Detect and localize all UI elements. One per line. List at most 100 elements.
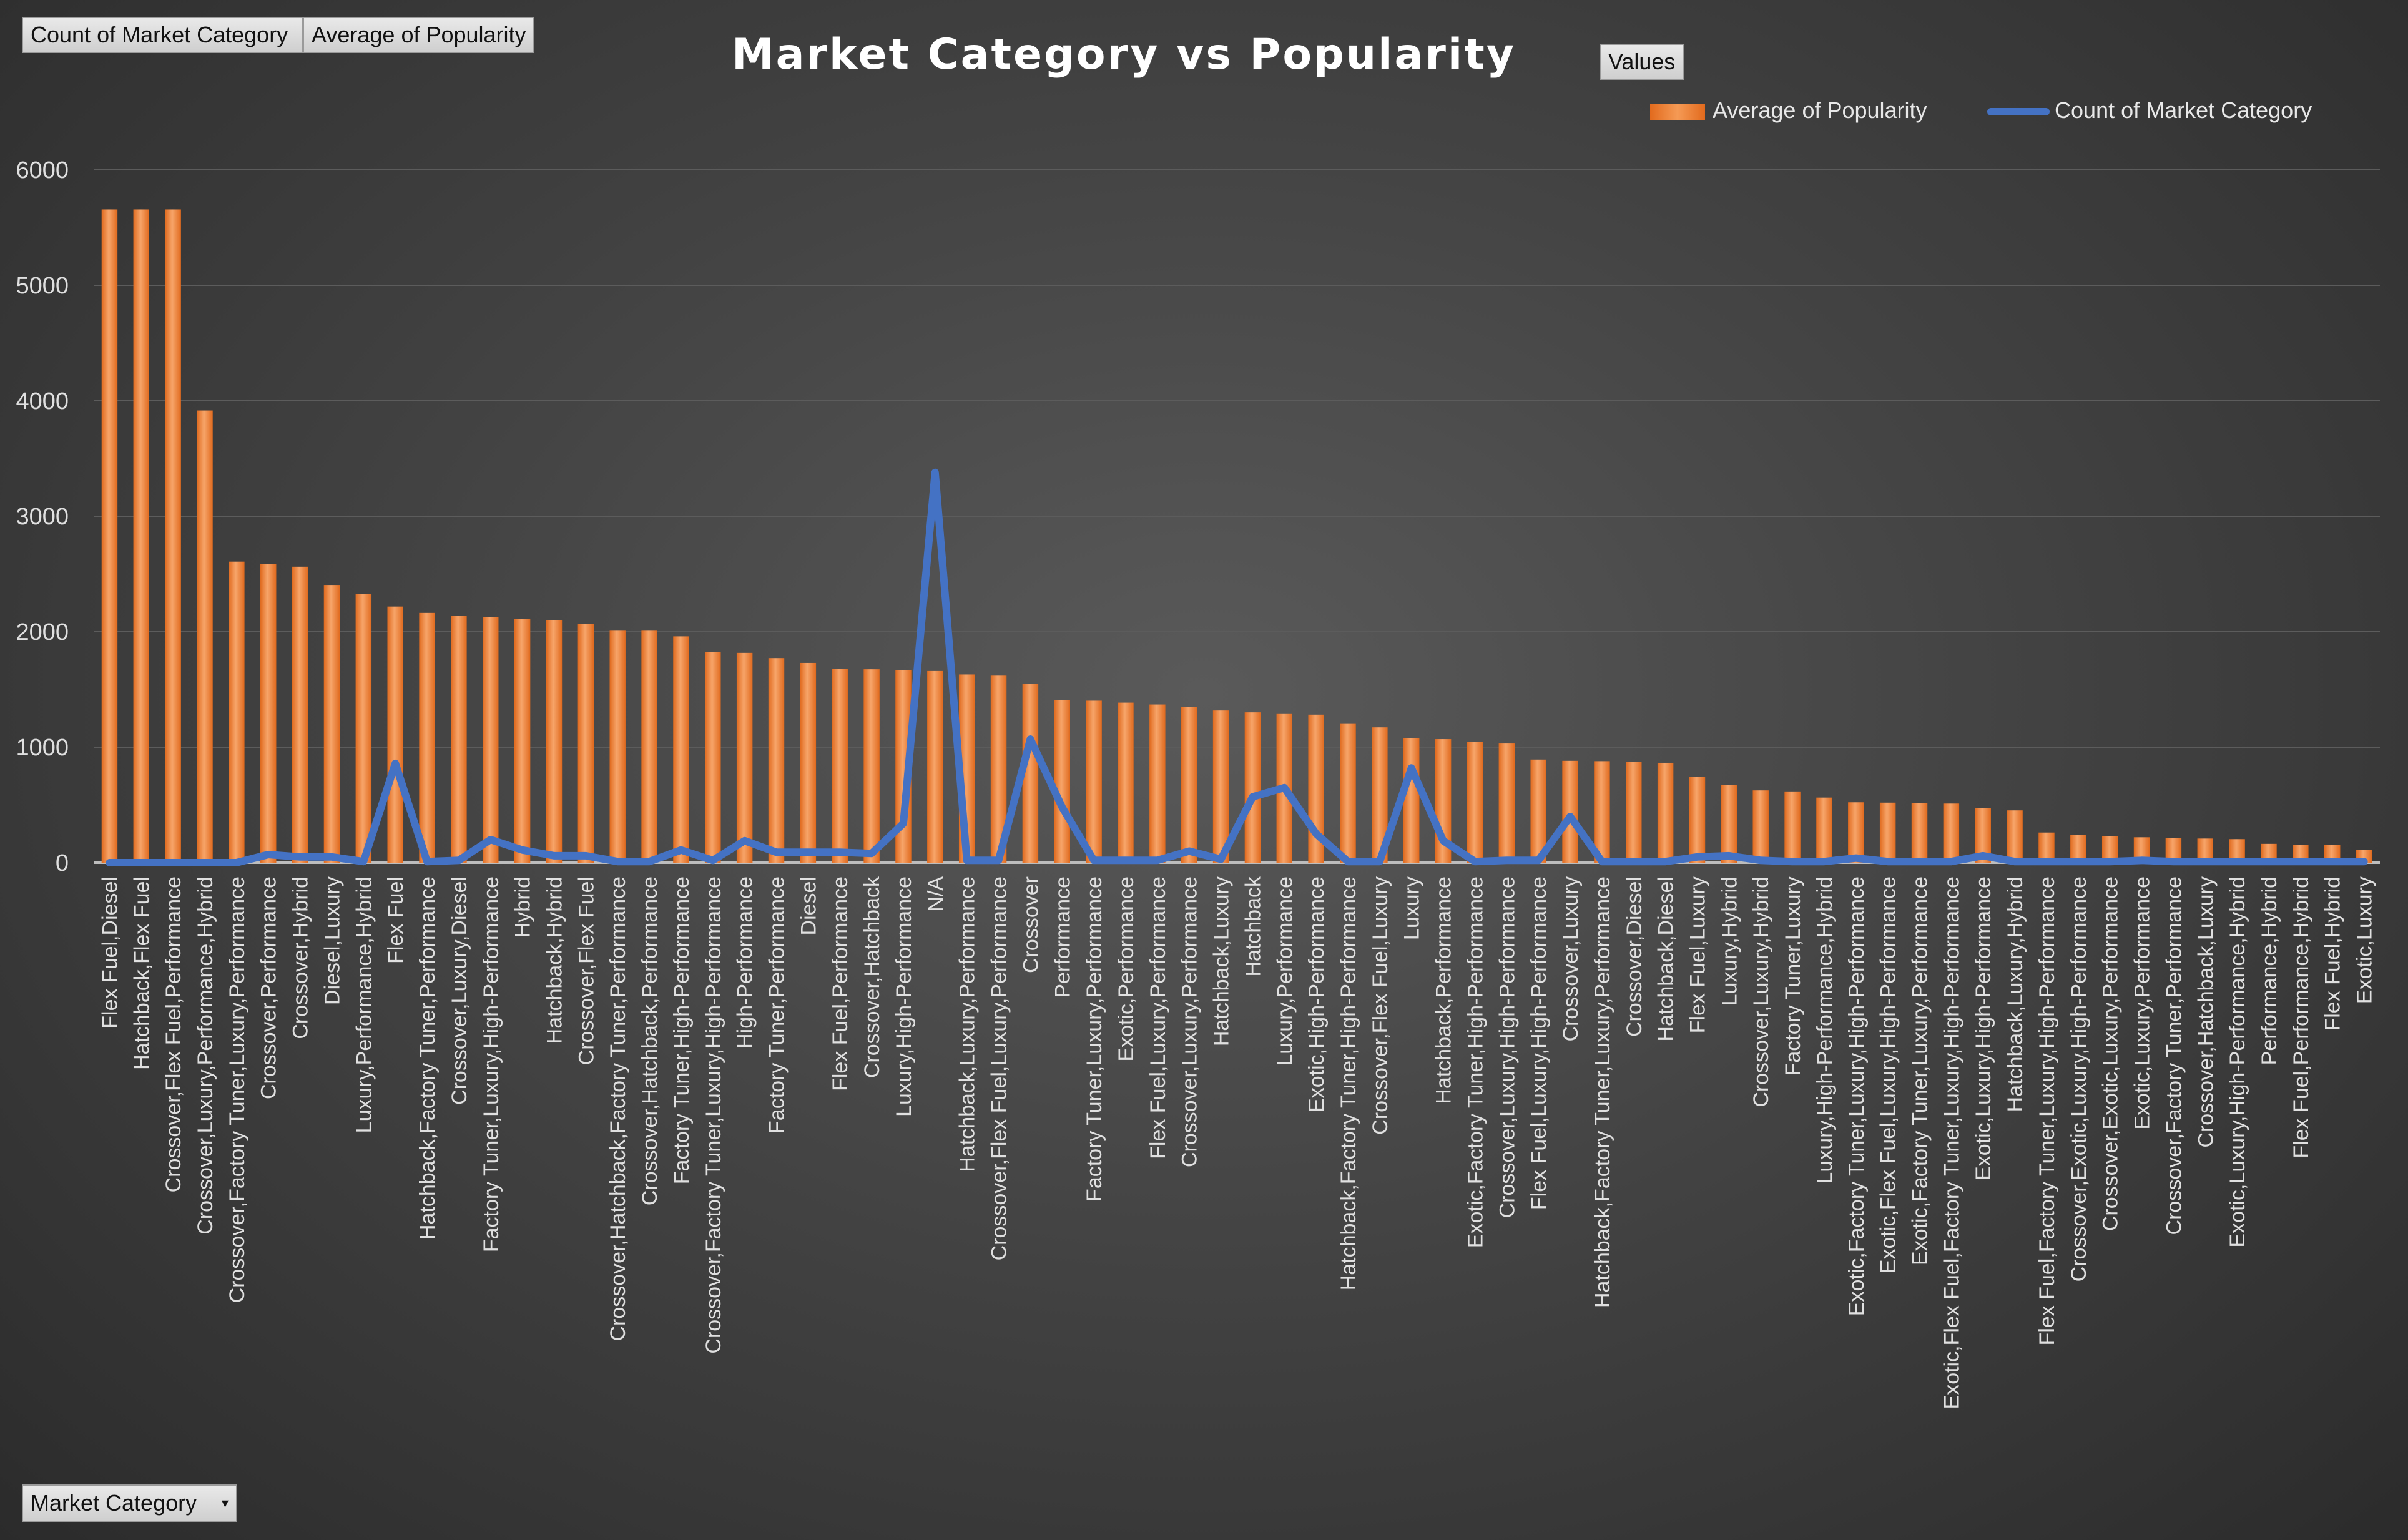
bar[interactable] — [451, 616, 467, 863]
bar[interactable] — [1054, 700, 1070, 863]
bar[interactable] — [1467, 742, 1483, 863]
x-tick-label: Flex Fuel,Hybrid — [2321, 876, 2345, 1031]
average-field-button[interactable]: Average of Popularity — [303, 17, 534, 53]
bar[interactable] — [546, 620, 563, 863]
bar[interactable] — [2007, 810, 2023, 863]
x-tick-label: Crossover,Hatchback,Factory Tuner,Perfor… — [606, 876, 630, 1341]
bar[interactable] — [260, 564, 277, 863]
x-tick-label: Crossover,Luxury — [1559, 876, 1583, 1042]
bar[interactable] — [1848, 802, 1864, 863]
x-tick-label: Factory Tuner,Luxury — [1781, 876, 1805, 1076]
line-point — [838, 850, 842, 855]
bar[interactable] — [1212, 710, 1229, 863]
line-point — [456, 858, 461, 863]
market-category-field-button[interactable]: Market Category ▾ — [22, 1484, 237, 1522]
line-point — [2013, 860, 2017, 864]
bar[interactable] — [768, 658, 785, 863]
bar[interactable] — [1086, 700, 1102, 863]
bar[interactable] — [1657, 762, 1674, 863]
bar[interactable] — [1498, 743, 1515, 863]
bar[interactable] — [1752, 790, 1769, 863]
line-point — [1346, 860, 1350, 864]
bar[interactable] — [609, 630, 626, 863]
y-tick-label: 2000 — [16, 619, 69, 645]
x-tick-label: Hatchback,Flex Fuel — [130, 876, 154, 1070]
bar[interactable] — [1594, 761, 1610, 863]
bar[interactable] — [1879, 802, 1896, 863]
legend-item-count[interactable]: Count of Market Category — [1987, 95, 2312, 126]
x-tick-label: Hatchback,Luxury — [1210, 876, 1234, 1046]
bar[interactable] — [292, 566, 308, 863]
bar[interactable] — [1721, 785, 1737, 863]
legend-item-average[interactable]: Average of Popularity — [1650, 95, 1927, 126]
line-point — [1822, 860, 1826, 864]
x-tick-label: Crossover,Factory Tuner,Performance — [2162, 876, 2186, 1235]
bar[interactable] — [832, 669, 848, 863]
bar[interactable] — [1244, 712, 1261, 863]
bar[interactable] — [387, 606, 403, 863]
bar[interactable] — [2038, 832, 2055, 863]
bar[interactable] — [927, 670, 943, 863]
line-point — [520, 848, 524, 852]
count-field-button[interactable]: Count of Market Category — [22, 17, 303, 53]
bar[interactable] — [101, 209, 118, 863]
bar[interactable] — [133, 209, 150, 863]
line-point — [2298, 860, 2302, 864]
chevron-down-icon[interactable]: ▾ — [221, 1495, 229, 1511]
bar[interactable] — [514, 619, 531, 863]
line-point — [1282, 785, 1287, 790]
bar[interactable] — [1911, 803, 1928, 863]
line-point — [1727, 853, 1731, 858]
bar[interactable] — [863, 669, 880, 863]
line-point — [2140, 858, 2144, 863]
bar[interactable] — [229, 561, 245, 863]
bar[interactable] — [577, 624, 594, 863]
bar[interactable] — [1403, 738, 1420, 863]
x-tick-label: Exotic,Luxury,Performance — [2131, 876, 2155, 1130]
bar[interactable] — [483, 617, 499, 863]
bar[interactable] — [1118, 702, 1134, 863]
bar[interactable] — [419, 612, 435, 863]
bar[interactable] — [641, 630, 657, 863]
bar[interactable] — [1530, 759, 1546, 863]
bar[interactable] — [323, 585, 340, 863]
line-point — [1759, 858, 1763, 863]
values-field-button[interactable]: Values — [1600, 44, 1684, 80]
bar[interactable] — [1689, 777, 1706, 863]
bar[interactable] — [1816, 797, 1832, 863]
bar[interactable] — [800, 662, 817, 863]
bar[interactable] — [1149, 704, 1166, 863]
bar[interactable] — [1784, 791, 1801, 863]
bar[interactable] — [1562, 760, 1578, 863]
bar[interactable] — [1181, 707, 1197, 863]
line-point — [1981, 853, 1985, 858]
x-tick-label: Crossover,Flex Fuel,Luxury,Performance — [988, 876, 1011, 1260]
bar[interactable] — [705, 652, 721, 863]
bar[interactable] — [355, 594, 372, 863]
line-point — [1060, 805, 1064, 810]
x-tick-label: Exotic,Luxury — [2353, 876, 2377, 1004]
line-point — [584, 853, 588, 858]
x-tick-label: Performance — [1051, 876, 1074, 998]
line-point — [2044, 860, 2048, 864]
bar[interactable] — [165, 209, 181, 863]
bar[interactable] — [673, 636, 689, 863]
line-point — [2330, 860, 2334, 864]
count-line[interactable] — [106, 468, 2368, 866]
bar[interactable] — [736, 652, 753, 863]
x-tick-label: Hatchback,Hybrid — [543, 876, 566, 1044]
bar[interactable] — [197, 410, 213, 863]
y-tick-label: 3000 — [16, 504, 69, 530]
x-tick-label: Hatchback,Performance — [1432, 876, 1456, 1104]
bar[interactable] — [1943, 803, 1960, 863]
market-category-label: Market Category — [31, 1490, 197, 1516]
x-tick-label: Flex Fuel,Luxury,High-Performance — [1527, 876, 1551, 1210]
line-point — [1885, 860, 1890, 864]
x-tick-label: Flex Fuel,Luxury — [1686, 876, 1709, 1033]
line-series — [106, 468, 2368, 866]
x-tick-label: Exotic,Performance — [1114, 876, 1138, 1062]
x-tick-label: Crossover,Factory Tuner,Luxury,Performan… — [225, 876, 249, 1303]
bar[interactable] — [1626, 762, 1642, 863]
line-point — [996, 858, 1001, 863]
bar[interactable] — [1340, 723, 1356, 863]
